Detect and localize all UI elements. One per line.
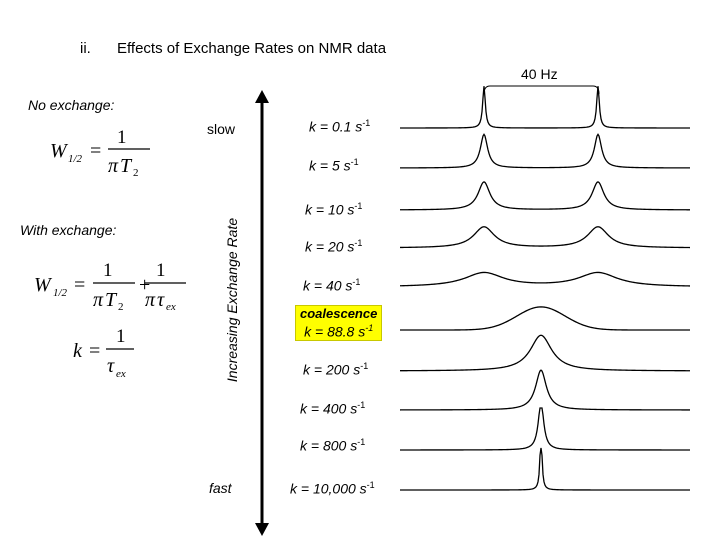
k-label-0: k = 0.1 s-1 bbox=[309, 118, 371, 135]
spectrum-trace-1 bbox=[400, 133, 690, 169]
eq1-w: W bbox=[50, 140, 69, 162]
eq2-tau-sub: ex bbox=[166, 301, 176, 313]
equation-rate: k = 1 τ ex bbox=[73, 326, 134, 380]
exchange-rate-arrow bbox=[255, 90, 269, 536]
eq2-tau: τ bbox=[157, 289, 165, 311]
eq2-num2: 1 bbox=[156, 260, 166, 281]
scale-bracket bbox=[483, 85, 600, 95]
k-label-8: k = 800 s-1 bbox=[300, 437, 366, 454]
spectrum-trace-8 bbox=[400, 407, 690, 451]
spectrum-trace-3 bbox=[399, 226, 691, 249]
k-label-3: k = 20 s-1 bbox=[305, 238, 363, 255]
axis-slow-label: slow bbox=[207, 121, 236, 137]
eq2-eq: = bbox=[74, 274, 85, 296]
equation-with-exchange: W 1/2 = 1 π T 2 + 1 π τ ex bbox=[34, 260, 186, 313]
k-label-7: k = 400 s-1 bbox=[300, 400, 366, 417]
eq2-t-sub: 2 bbox=[118, 301, 124, 313]
spectra-traces bbox=[399, 86, 691, 491]
eq3-tau-sub: ex bbox=[116, 368, 126, 380]
spectrum-trace-6 bbox=[399, 334, 690, 372]
eq2-plus: + bbox=[139, 274, 150, 296]
eq3-num: 1 bbox=[116, 326, 126, 347]
axis-fast-label: fast bbox=[209, 480, 232, 496]
eq3-tau: τ bbox=[107, 355, 115, 377]
spectrum-trace-5 bbox=[400, 306, 690, 331]
eq1-t-sub: 2 bbox=[133, 167, 139, 179]
eq3-eq: = bbox=[89, 340, 100, 362]
spectrum-trace-4 bbox=[399, 271, 691, 287]
coalescence-label: coalescence bbox=[300, 306, 378, 321]
k-label-4: k = 40 s-1 bbox=[303, 277, 361, 294]
k-label-6: k = 200 s-1 bbox=[303, 361, 369, 378]
k-label-1: k = 5 s-1 bbox=[309, 157, 359, 174]
eq1-eq: = bbox=[90, 140, 101, 162]
eq2-pi1: π bbox=[93, 289, 104, 311]
eq1-t: T bbox=[120, 155, 133, 177]
eq2-num1: 1 bbox=[103, 260, 113, 281]
eq2-sub: 1/2 bbox=[53, 287, 68, 299]
scale-label: 40 Hz bbox=[521, 66, 558, 82]
eq3-k: k bbox=[73, 340, 83, 362]
eq1-pi: π bbox=[108, 155, 119, 177]
section-numeral: ii. bbox=[80, 40, 91, 57]
k-label-5: k = 88.8 s-1 bbox=[304, 323, 374, 340]
page-title: Effects of Exchange Rates on NMR data bbox=[117, 40, 387, 57]
eq2-w: W bbox=[34, 274, 53, 296]
spectrum-trace-9 bbox=[400, 447, 690, 491]
eq1-sub: 1/2 bbox=[68, 153, 83, 165]
with-exchange-label: With exchange: bbox=[20, 222, 117, 238]
eq1-num: 1 bbox=[117, 127, 127, 148]
no-exchange-label: No exchange: bbox=[28, 97, 115, 113]
k-label-9: k = 10,000 s-1 bbox=[290, 480, 375, 497]
eq2-pi2: π bbox=[145, 289, 156, 311]
k-label-2: k = 10 s-1 bbox=[305, 201, 363, 218]
spectrum-trace-0 bbox=[400, 86, 690, 129]
spectrum-trace-2 bbox=[399, 181, 690, 211]
coalescence-badge: coalescence k = 88.8 s-1 bbox=[295, 305, 383, 341]
spectrum-trace-7 bbox=[399, 369, 690, 411]
eq2-t: T bbox=[105, 289, 118, 311]
equation-no-exchange: W 1/2 = 1 π T 2 bbox=[50, 127, 150, 179]
